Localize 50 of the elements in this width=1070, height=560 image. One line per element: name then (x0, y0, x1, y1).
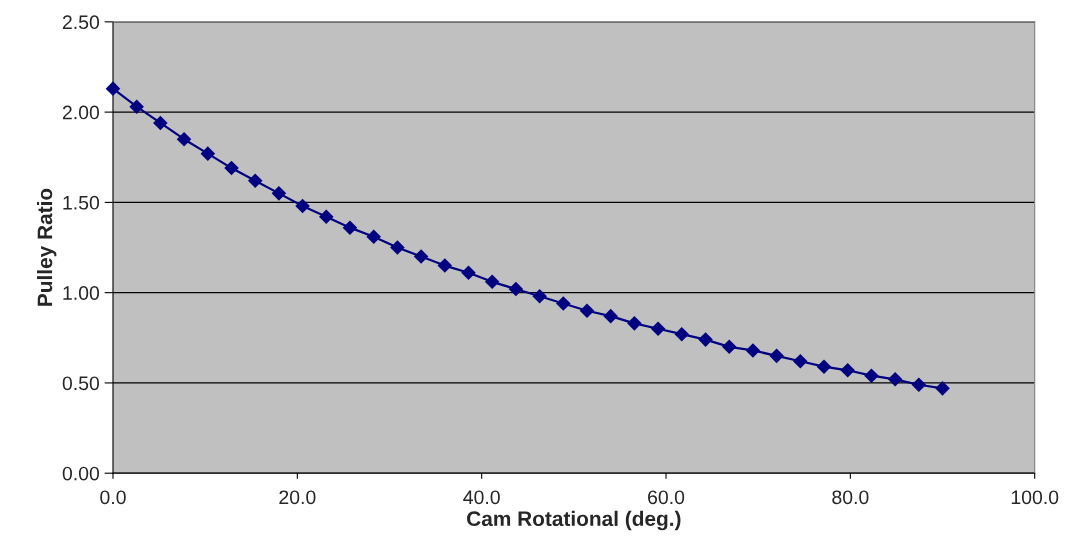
point (793, 353, 808, 369)
y-tick-label: 0.00 (62, 466, 100, 481)
point (627, 316, 642, 331)
point (390, 240, 405, 255)
y-tick-label: 0.50 (62, 376, 100, 391)
point (342, 220, 358, 235)
y-tick-label: 2.50 (62, 15, 100, 30)
point (603, 308, 618, 324)
point (816, 359, 832, 374)
point (935, 381, 950, 396)
y-tick-label: 2.00 (62, 105, 100, 120)
point (698, 332, 713, 347)
point (532, 288, 547, 304)
x-tick-label: 20.0 (279, 490, 316, 505)
x-tick-label: 40.0 (463, 490, 500, 505)
point (129, 99, 144, 114)
x-tick-label: 80.0 (832, 490, 869, 505)
point (674, 326, 690, 342)
point (508, 281, 524, 297)
x-tick-label: 0.0 (100, 490, 126, 505)
point (295, 198, 310, 214)
point (176, 131, 192, 147)
point (556, 296, 571, 311)
point (200, 146, 216, 161)
x-tick-label: 60.0 (648, 490, 685, 505)
point (864, 368, 879, 383)
point (461, 265, 476, 281)
point (247, 173, 263, 188)
point (413, 249, 429, 264)
x-axis-title: Cam Rotational (deg.) (467, 510, 681, 531)
point (105, 81, 121, 96)
y-axis-title: Pulley Ratio (36, 188, 57, 306)
point (769, 348, 784, 364)
point (840, 363, 855, 378)
point (224, 160, 239, 176)
point (911, 377, 927, 393)
point (887, 372, 903, 387)
point (437, 258, 453, 273)
point (366, 229, 382, 244)
point (745, 343, 761, 358)
x-tick-label: 100.0 (1011, 490, 1059, 505)
point (721, 339, 737, 355)
point (579, 303, 595, 318)
y-tick-label: 1.00 (63, 286, 100, 300)
point (153, 115, 168, 131)
y-tick-label: 1.50 (63, 195, 100, 210)
point (650, 321, 666, 337)
point (271, 186, 287, 201)
point (484, 274, 500, 290)
point (318, 209, 334, 225)
